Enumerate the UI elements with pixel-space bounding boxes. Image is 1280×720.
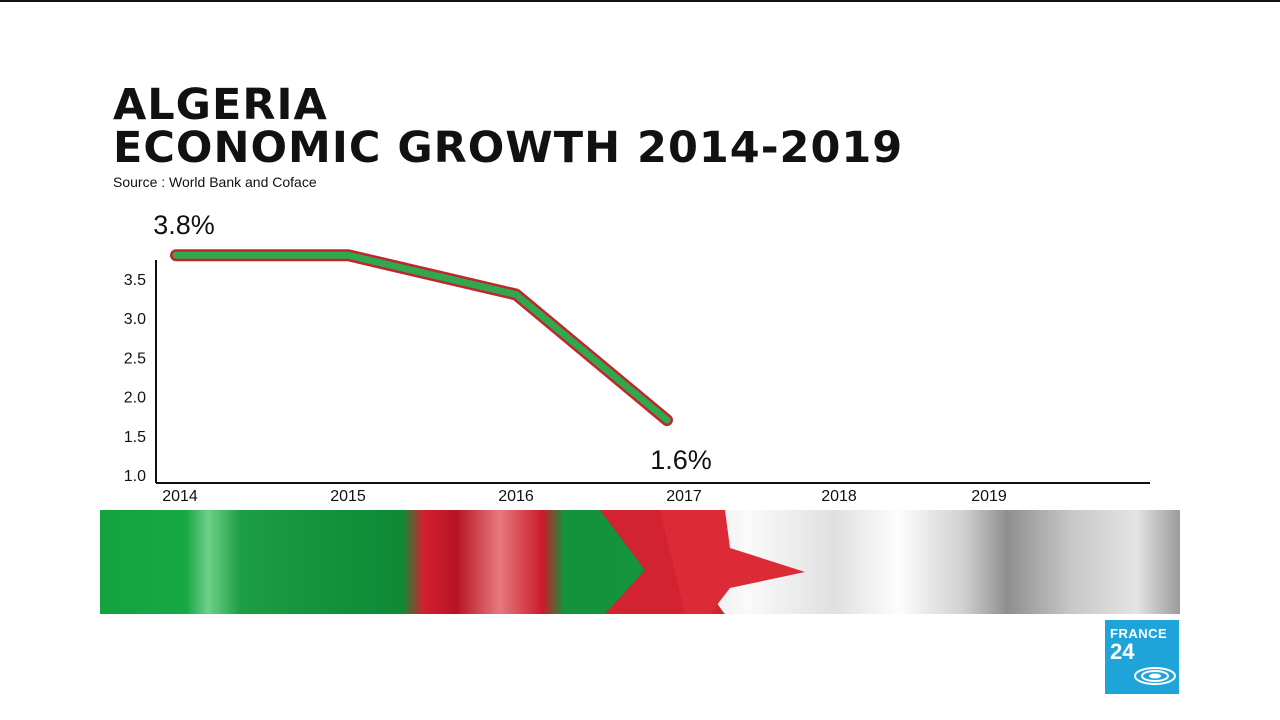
- y-tick-label: 3.5: [124, 272, 146, 289]
- logo-swirl-icon: [1134, 667, 1176, 685]
- x-tick-label: 2014: [162, 488, 198, 505]
- logo-text-top: FRANCE: [1110, 626, 1168, 641]
- data-label: 1.6%: [650, 445, 712, 475]
- y-tick-label: 1.5: [124, 429, 146, 446]
- source-note: Source : World Bank and Coface: [113, 174, 317, 190]
- logo-text-bottom: 24: [1110, 639, 1135, 664]
- x-tick-label: 2016: [498, 488, 534, 505]
- chart-title-line-2: ECONOMIC GROWTH 2014-2019: [113, 123, 904, 173]
- y-tick-label: 3.0: [124, 311, 146, 328]
- top-rule: [0, 0, 1280, 2]
- algeria-flag-banner: [100, 510, 1180, 614]
- growth-line-chart: 1.0 1.5 2.0 2.5 3.0 3.5 2014 2015 2016 2017 2018 20…: [124, 210, 1150, 505]
- y-tick-label: 2.0: [124, 390, 146, 407]
- x-tick-label: 2015: [330, 488, 366, 505]
- y-tick-label: 1.0: [124, 468, 146, 485]
- data-label: 3.8%: [153, 210, 215, 240]
- x-tick-label: 2018: [821, 488, 857, 505]
- series-line-outline: [170, 249, 673, 427]
- x-tick-label: 2019: [971, 488, 1007, 505]
- chart-title-line-1: ALGERIA: [113, 80, 328, 130]
- star-shape: [660, 510, 805, 614]
- series-line: [172, 251, 671, 424]
- y-tick-label: 2.5: [124, 350, 146, 367]
- x-tick-label: 2017: [666, 488, 702, 505]
- france24-logo: FRANCE 24: [1105, 620, 1179, 694]
